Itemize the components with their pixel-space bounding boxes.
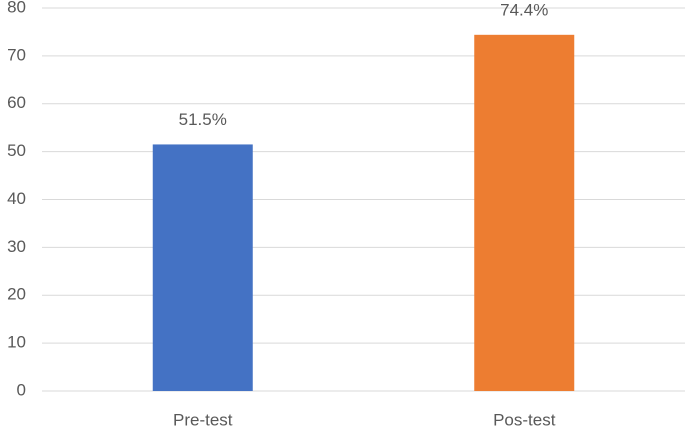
y-tick-label: 10 — [7, 333, 26, 352]
y-tick-label: 40 — [7, 189, 26, 208]
value-label: 74.4% — [500, 0, 548, 19]
bar — [474, 34, 575, 392]
y-tick-label: 30 — [7, 237, 26, 256]
y-tick-label: 80 — [7, 0, 26, 16]
value-label: 51.5% — [179, 110, 227, 129]
x-tick-label: Pre-test — [173, 410, 233, 429]
bar — [152, 144, 253, 391]
x-tick-label: Pos-test — [493, 410, 556, 429]
y-tick-label: 50 — [7, 141, 26, 160]
y-tick-label: 60 — [7, 93, 26, 112]
y-tick-label: 0 — [17, 380, 26, 399]
y-tick-label: 20 — [7, 285, 26, 304]
y-tick-label: 70 — [7, 45, 26, 64]
